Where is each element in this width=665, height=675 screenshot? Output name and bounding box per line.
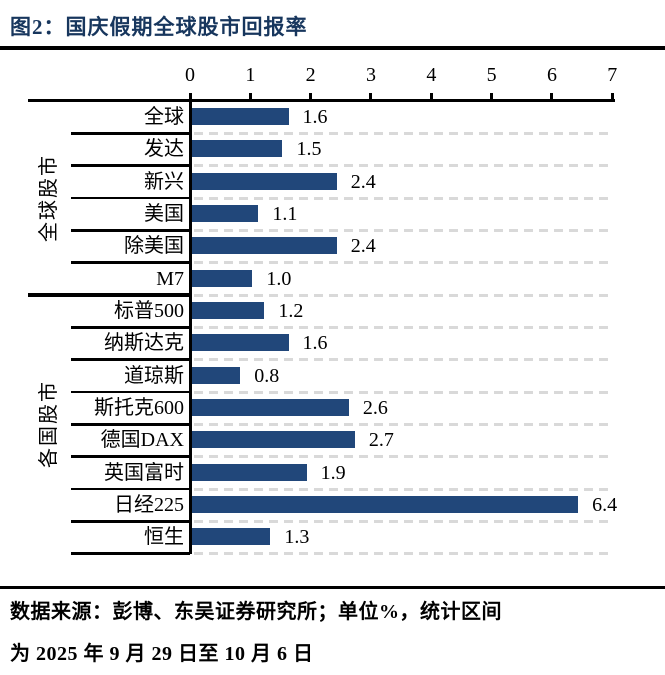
row-label: 美国 <box>144 202 184 225</box>
gridline-dashed <box>194 358 613 362</box>
bar-value-label: 1.3 <box>284 526 310 549</box>
bar <box>192 431 355 449</box>
group-label-global-markets: 全球股市 <box>38 153 60 242</box>
x-axis-tick-label: 2 <box>305 64 316 86</box>
bar <box>192 205 259 223</box>
row-label: 全球 <box>144 106 184 128</box>
row-separator <box>71 196 190 200</box>
bar-value-label: 1.2 <box>278 299 304 322</box>
bar-value-label: 0.8 <box>254 364 280 387</box>
bar-value-label: 1.0 <box>266 267 292 290</box>
row-label: 新兴 <box>144 170 184 193</box>
source-note-line2: 为 2025 年 9 月 29 日至 10 月 6 日 <box>10 643 314 665</box>
x-axis-tick <box>429 93 433 100</box>
gridline-dashed <box>194 164 613 168</box>
x-axis-tick-label: 4 <box>426 64 437 86</box>
row-separator <box>71 390 190 394</box>
bar <box>192 334 289 352</box>
row-separator <box>71 261 190 265</box>
bar <box>192 528 271 546</box>
row-label: 英国富时 <box>104 461 184 484</box>
gridline-dashed <box>194 131 613 135</box>
row-separator <box>71 325 190 329</box>
x-axis-tick-label: 3 <box>365 64 376 86</box>
x-axis-tick <box>550 93 554 100</box>
x-axis-tick <box>188 93 192 100</box>
row-label: 德国DAX <box>100 429 184 452</box>
gridline-dashed <box>194 261 613 265</box>
x-axis-tick-label: 0 <box>185 64 195 86</box>
row-label: 纳斯达克 <box>104 332 184 355</box>
gridline-dashed <box>194 487 613 491</box>
row-label: M7 <box>156 267 184 290</box>
gridline-dashed <box>194 519 613 523</box>
row-separator <box>71 455 190 459</box>
x-axis-tick-label: 7 <box>607 64 618 86</box>
row-separator <box>71 422 190 426</box>
bar <box>192 366 241 384</box>
x-axis-tick <box>309 93 313 100</box>
gridline-dashed <box>194 293 613 297</box>
gridline-dashed <box>194 325 613 329</box>
bar-value-label: 1.6 <box>302 332 328 355</box>
bar-value-label: 1.6 <box>302 106 328 128</box>
row-separator <box>71 487 190 491</box>
x-axis-tick-label: 6 <box>546 64 557 86</box>
x-axis-line <box>28 99 615 102</box>
row-label: 发达 <box>144 138 184 161</box>
y-axis-line <box>188 99 192 554</box>
x-axis-tick <box>248 93 252 100</box>
source-separator-rule <box>0 586 665 589</box>
bar-value-label: 2.6 <box>362 396 388 419</box>
source-note-line1: 数据来源：彭博、东吴证券研究所；单位%，统计区间 <box>10 601 502 623</box>
bar <box>192 399 349 417</box>
group-label-country-markets: 各国股市 <box>38 380 60 469</box>
bar-value-label: 1.9 <box>320 461 346 484</box>
bar <box>192 269 253 287</box>
x-axis-tick-label: 1 <box>245 64 256 86</box>
source-note: 数据来源：彭博、东吴证券研究所；单位%，统计区间 为 2025 年 9 月 29… <box>10 591 658 675</box>
x-axis-tick-label: 5 <box>486 64 497 86</box>
x-axis-tick <box>490 93 494 100</box>
bar <box>192 140 283 158</box>
x-axis-tick <box>610 93 614 100</box>
figure-title: 图2：国庆假期全球股市回报率 <box>10 15 308 39</box>
row-label: 除美国 <box>124 235 184 258</box>
gridline-dashed <box>194 196 613 200</box>
x-axis-tick <box>369 93 373 100</box>
bar-value-label: 2.4 <box>350 170 376 193</box>
row-separator <box>71 519 190 523</box>
bar-value-label: 1.5 <box>296 138 322 161</box>
row-label: 道琼斯 <box>124 364 184 387</box>
bar <box>192 463 307 481</box>
bar <box>192 302 265 320</box>
row-label: 标普500 <box>114 299 184 322</box>
row-separator <box>71 228 190 232</box>
bar <box>192 237 337 255</box>
bar-value-label: 2.4 <box>350 235 376 258</box>
gridline-dashed <box>194 455 613 459</box>
gridline-dashed <box>194 228 613 232</box>
bar-value-label: 6.4 <box>592 493 618 516</box>
row-separator <box>71 358 190 362</box>
gridline-dashed <box>194 422 613 426</box>
bar <box>192 108 289 126</box>
bar <box>192 172 337 190</box>
row-label: 恒生 <box>144 526 184 549</box>
title-rule <box>0 46 665 50</box>
row-label: 日经225 <box>114 493 184 516</box>
bar-value-label: 1.1 <box>272 202 298 225</box>
table-bottom-border <box>71 552 190 556</box>
row-label: 斯托克600 <box>94 396 184 419</box>
gridline-dashed <box>194 552 613 556</box>
gridline-dashed <box>194 390 613 394</box>
row-separator <box>71 164 190 168</box>
bar <box>192 496 579 514</box>
bar-value-label: 2.7 <box>368 429 394 452</box>
group-separator <box>28 293 190 297</box>
row-separator <box>71 131 190 135</box>
